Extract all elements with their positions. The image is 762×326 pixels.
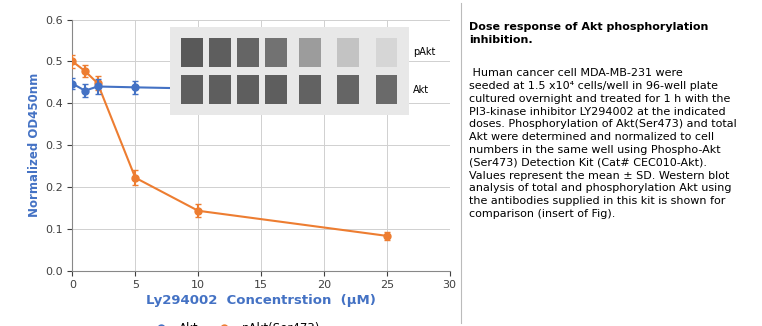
Legend: Akt, pAkt(Ser473): Akt, pAkt(Ser473) [144, 318, 325, 326]
X-axis label: Ly294002  Concentrstion  (μM): Ly294002 Concentrstion (μM) [146, 294, 376, 307]
Text: Dose response of Akt phosphorylation
inhibition.: Dose response of Akt phosphorylation inh… [469, 22, 708, 45]
Y-axis label: Normalized OD450nm: Normalized OD450nm [27, 73, 40, 217]
Text: Human cancer cell MDA-MB-231 were
seeded at 1.5 x10⁴ cells/well in 96-well plate: Human cancer cell MDA-MB-231 were seeded… [469, 68, 736, 219]
